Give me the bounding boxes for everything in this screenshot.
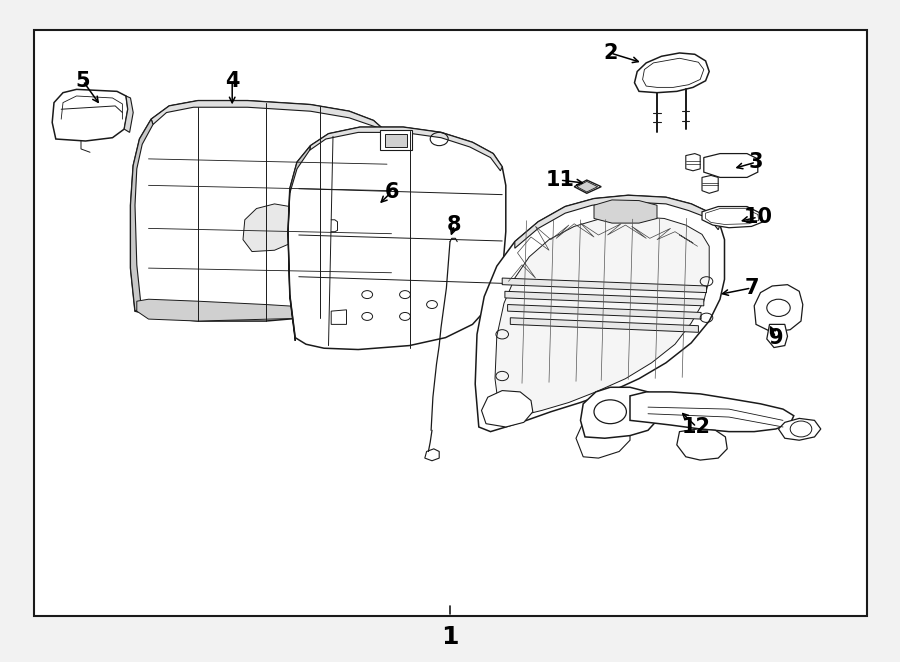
Polygon shape <box>385 134 407 147</box>
Polygon shape <box>475 195 724 432</box>
Text: 4: 4 <box>225 71 239 91</box>
Text: 12: 12 <box>682 417 711 437</box>
Text: 1: 1 <box>441 625 459 649</box>
Polygon shape <box>502 278 706 293</box>
Polygon shape <box>130 101 396 321</box>
Polygon shape <box>634 53 709 93</box>
Polygon shape <box>331 310 346 324</box>
Polygon shape <box>702 207 763 228</box>
Bar <box>34 30 867 616</box>
Polygon shape <box>510 318 698 332</box>
Polygon shape <box>594 200 657 223</box>
Polygon shape <box>380 130 412 150</box>
Text: 5: 5 <box>76 71 90 91</box>
Text: 3: 3 <box>749 152 763 172</box>
Polygon shape <box>508 305 701 319</box>
Text: 6: 6 <box>384 182 399 202</box>
Polygon shape <box>495 216 709 418</box>
Text: 11: 11 <box>545 170 574 190</box>
Polygon shape <box>574 180 601 193</box>
Polygon shape <box>124 96 133 132</box>
Polygon shape <box>137 299 374 321</box>
Text: 10: 10 <box>743 207 772 227</box>
Text: 8: 8 <box>447 215 462 235</box>
Polygon shape <box>704 154 758 177</box>
Polygon shape <box>576 414 630 458</box>
Polygon shape <box>580 387 659 438</box>
Polygon shape <box>577 181 598 192</box>
Polygon shape <box>288 146 310 341</box>
Polygon shape <box>686 154 700 171</box>
Polygon shape <box>767 324 788 348</box>
Polygon shape <box>630 392 794 432</box>
Polygon shape <box>310 127 502 171</box>
Text: 2: 2 <box>603 43 617 63</box>
Polygon shape <box>754 285 803 332</box>
Polygon shape <box>288 127 506 350</box>
Polygon shape <box>482 391 533 427</box>
Polygon shape <box>130 119 153 311</box>
Polygon shape <box>702 175 718 193</box>
Polygon shape <box>52 89 128 141</box>
Polygon shape <box>151 101 389 137</box>
Polygon shape <box>425 449 439 461</box>
Polygon shape <box>677 429 727 460</box>
Polygon shape <box>778 418 821 440</box>
Polygon shape <box>505 291 704 306</box>
Polygon shape <box>243 204 299 252</box>
Polygon shape <box>515 195 720 248</box>
Text: 9: 9 <box>769 328 783 348</box>
Text: 7: 7 <box>744 278 759 298</box>
